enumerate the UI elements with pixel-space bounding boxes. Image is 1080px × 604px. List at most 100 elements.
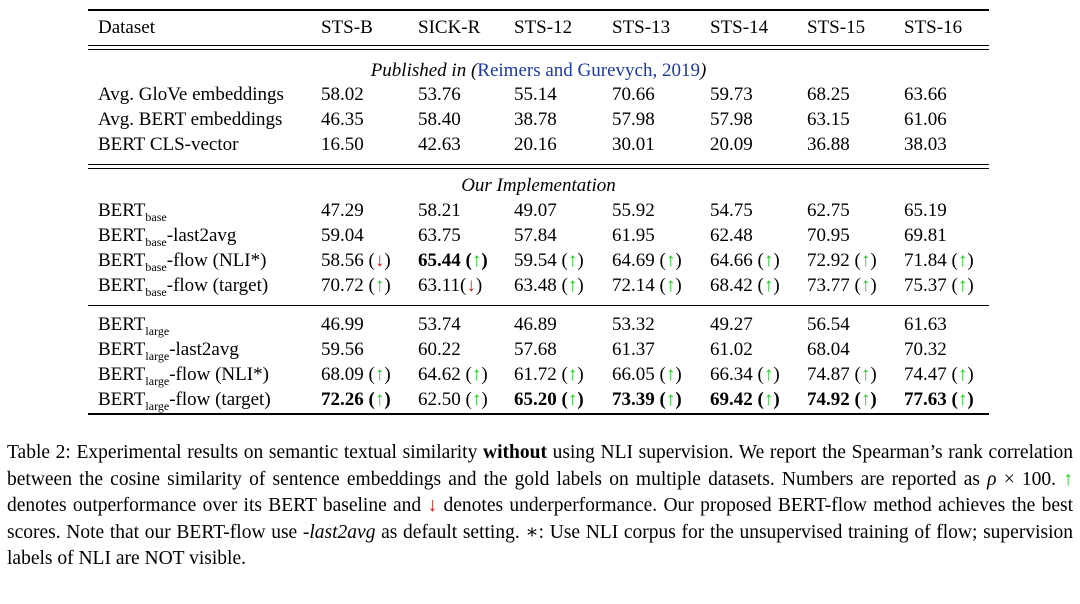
table-cell: 42.63 [418,134,461,155]
up-arrow-icon: ↑ [957,275,968,296]
table-cell: 66.34 (↑) [710,364,780,385]
column-header: STS-B [321,17,373,38]
up-arrow-icon: ↑ [957,250,968,271]
table-cell: 59.54 (↑) [514,250,584,271]
caption-bold-without: without [483,442,547,463]
table-cell: 63.66 [904,84,947,105]
section-rule-3 [88,305,989,306]
header-rule-1 [88,45,989,46]
up-arrow-icon: ↑ [860,389,871,410]
up-arrow-icon: ↑ [860,275,871,296]
section-title-published: Published in (Reimers and Gurevych, 2019… [370,60,707,81]
table-cell: 59.73 [710,84,753,105]
column-header: STS-15 [807,17,866,38]
table-cell: 57.98 [710,109,753,130]
table-cell: 57.84 [514,225,557,246]
column-header: STS-12 [514,17,573,38]
last2avg-term: -last2avg [302,521,376,543]
table-cell: 53.32 [612,314,655,335]
top-rule [88,9,989,11]
table-cell: 57.68 [514,339,557,360]
table-cell: 62.48 [710,225,753,246]
table-cell: 64.62 (↑) [418,364,488,385]
table-cell: 55.14 [514,84,557,105]
up-arrow-icon: ↑ [374,389,385,410]
table-cell: 70.66 [612,84,655,105]
row-label: BERTbase [98,200,167,224]
table-cell: 58.40 [418,109,461,130]
table-cell: 62.75 [807,200,850,221]
table-cell: 56.54 [807,314,850,335]
up-arrow-icon: ↑ [763,250,774,271]
table-cell: 54.75 [710,200,753,221]
table-cell: 69.42 (↑) [710,389,780,410]
up-arrow-icon: ↑ [567,389,578,410]
table-cell: 46.89 [514,314,557,335]
table-cell: 70.72 (↑) [321,275,391,296]
up-arrow-icon: ↑ [957,389,968,410]
up-arrow-icon: ↑ [665,275,676,296]
table-cell: 72.26 (↑) [321,389,391,410]
table-cell: 61.63 [904,314,947,335]
up-arrow-icon: ↑ [957,364,968,385]
table-cell: 72.14 (↑) [612,275,682,296]
table-cell: 70.32 [904,339,947,360]
table-cell: 63.75 [418,225,461,246]
table-cell: 53.76 [418,84,461,105]
table-cell: 61.72 (↑) [514,364,584,385]
up-arrow-icon: ↑ [763,275,774,296]
table-cell: 74.87 (↑) [807,364,877,385]
table-cell: 65.44 (↑) [418,250,488,271]
table-cell: 20.09 [710,134,753,155]
row-label: BERT CLS-vector [98,134,239,155]
column-header: STS-16 [904,17,963,38]
up-arrow-icon: ↑ [471,250,482,271]
up-arrow-icon: ↑ [374,275,385,296]
up-arrow-icon: ↑ [567,364,578,385]
table-cell: 49.07 [514,200,557,221]
up-arrow-icon: ↑ [665,389,676,410]
table-cell: 69.81 [904,225,947,246]
row-label: BERTlarge-last2avg [98,339,239,363]
row-label: BERTbase-flow (NLI*) [98,250,267,274]
table-cell: 59.56 [321,339,364,360]
column-header: STS-13 [612,17,671,38]
table-cell: 47.29 [321,200,364,221]
table-cell: 59.04 [321,225,364,246]
row-label: BERTbase-flow (target) [98,275,269,299]
down-arrow-icon: ↓ [374,250,385,271]
table-cell: 63.48 (↑) [514,275,584,296]
table-caption: Table 2: Experimental results on semanti… [7,442,1073,569]
section-rule-2 [88,168,989,169]
table-cell: 58.56 (↓) [321,250,391,271]
table-cell: 30.01 [612,134,655,155]
column-header: STS-14 [710,17,769,38]
row-label: BERTlarge-flow (NLI*) [98,364,269,388]
header-dataset: Dataset [98,17,155,38]
header-rule-2 [88,49,989,50]
table-cell: 65.19 [904,200,947,221]
table-cell: 55.92 [612,200,655,221]
table-cell: 68.42 (↑) [710,275,780,296]
table-cell: 36.88 [807,134,850,155]
table-cell: 74.92 (↑) [807,389,877,410]
table-cell: 64.66 (↑) [710,250,780,271]
section-title-implementation: Our Implementation [461,175,616,196]
table-cell: 16.50 [321,134,364,155]
table-cell: 49.27 [710,314,753,335]
bottom-rule [88,413,989,415]
rho-symbol: ρ [987,468,997,490]
table-cell: 58.21 [418,200,461,221]
up-arrow-icon: ↑ [374,364,385,385]
up-arrow-icon: ↑ [860,250,871,271]
row-label: BERTlarge [98,314,170,338]
down-arrow-icon: ↓ [427,495,438,516]
table-cell: 68.09 (↑) [321,364,391,385]
table-cell: 72.92 (↑) [807,250,877,271]
table-cell: 75.37 (↑) [904,275,974,296]
table-cell: 46.35 [321,109,364,130]
table-cell: 38.78 [514,109,557,130]
up-arrow-icon: ↑ [471,389,482,410]
table-cell: 58.02 [321,84,364,105]
table-cell: 20.16 [514,134,557,155]
